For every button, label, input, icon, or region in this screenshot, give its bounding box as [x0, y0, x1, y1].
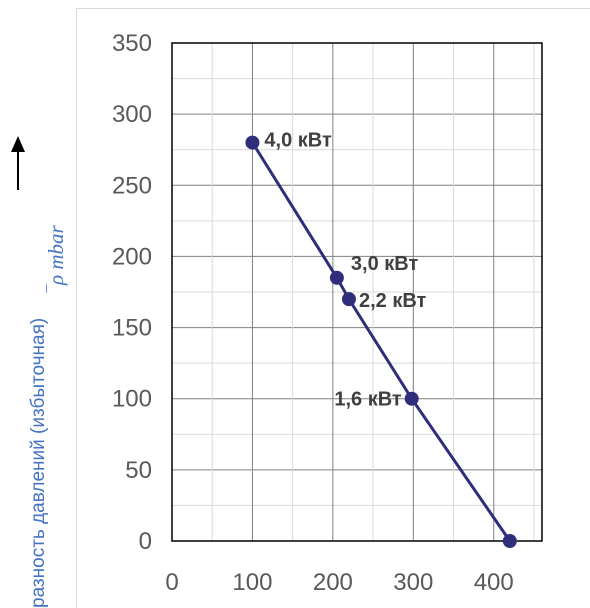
data-point — [341, 292, 356, 307]
series-layer — [245, 135, 517, 548]
series-line — [251, 141, 512, 542]
y-tick-label: 200 — [112, 243, 152, 270]
y-tick-label: 300 — [112, 101, 152, 128]
y-tick-label: 150 — [112, 315, 152, 342]
up-arrow-icon — [11, 136, 25, 190]
plot-border — [171, 42, 543, 542]
y-tick-label: 100 — [112, 386, 152, 413]
y-tick-label: 50 — [125, 457, 152, 484]
data-point — [329, 270, 344, 285]
data-label: 2,2 кВт — [359, 290, 427, 312]
data-label: 4,0 кВт — [264, 130, 332, 152]
x-tick-label: 300 — [393, 569, 433, 596]
chart-frame — [76, 8, 590, 608]
x-tick-label: 400 — [474, 569, 514, 596]
data-point — [502, 534, 517, 548]
x-tick-label: 100 — [232, 569, 272, 596]
label-layer: 4,0 кВт 3,0 кВт 2,2 кВт 1,6 кВт — [264, 130, 426, 411]
grid-layer — [171, 42, 542, 542]
x-tick-label: 0 — [165, 569, 178, 596]
x-tick-label: 200 — [313, 569, 353, 596]
y-tick-label: 350 — [112, 30, 152, 57]
y-tick-label: 0 — [139, 528, 152, 555]
data-label: 1,6 кВт — [334, 389, 402, 411]
y-axis-unit: ‾ρ mbar — [44, 225, 68, 293]
tick-layer: 0 50 100 150 200 250 300 350 0 100 200 300 400 — [112, 30, 514, 596]
y-axis-unit-label: ‾ρ mbar — [44, 225, 68, 293]
data-point — [404, 391, 419, 406]
data-label: 3,0 кВт — [351, 253, 419, 275]
y-tick-label: 250 — [112, 172, 152, 199]
data-point — [245, 135, 260, 150]
y-axis-title: разность давлений (избыточная) — [28, 318, 49, 608]
y-axis-label: разность давлений (избыточная) — [28, 318, 49, 608]
